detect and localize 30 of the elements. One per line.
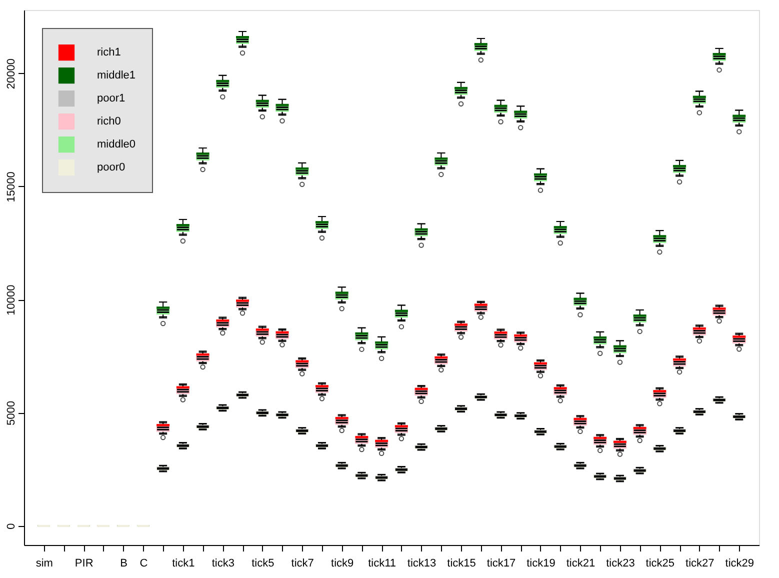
y-tick-label: 20000 [6,58,18,90]
x-tick-label: tick9 [331,558,354,570]
x-tick-label: tick19 [526,558,556,570]
x-tick-label: tick25 [646,558,675,570]
x-tick-label: tick5 [252,558,274,570]
x-tick-label: C [140,558,148,570]
x-tick-label: tick1 [172,558,195,570]
legend-label: rich0 [97,116,121,128]
legend-label: middle0 [97,138,136,150]
legend-label: rich1 [97,46,121,58]
x-tick-label: tick7 [291,558,314,570]
x-tick-label: tick27 [686,558,714,570]
legend-label: poor1 [97,92,126,104]
y-tick-label: 10000 [6,284,18,316]
legend-label: poor0 [97,162,126,174]
x-tick-label: tick3 [212,558,234,570]
x-tick-label: sim [36,558,53,570]
x-tick-label: tick21 [566,558,596,570]
x-tick-label: tick23 [606,558,635,570]
x-tick-label: B [120,558,128,570]
x-tick-label: tick17 [486,558,516,570]
x-tick-label: tick13 [407,558,436,570]
y-tick-label: 5000 [6,400,18,426]
x-tick-label: tick11 [368,558,396,570]
legend-label: middle1 [97,70,136,82]
x-tick-label: PIR [74,558,94,570]
y-tick-label: 15000 [6,172,18,202]
y-tick-label: 0 [6,523,18,530]
x-tick-label: tick15 [447,558,476,570]
x-tick-label: tick29 [725,558,754,570]
